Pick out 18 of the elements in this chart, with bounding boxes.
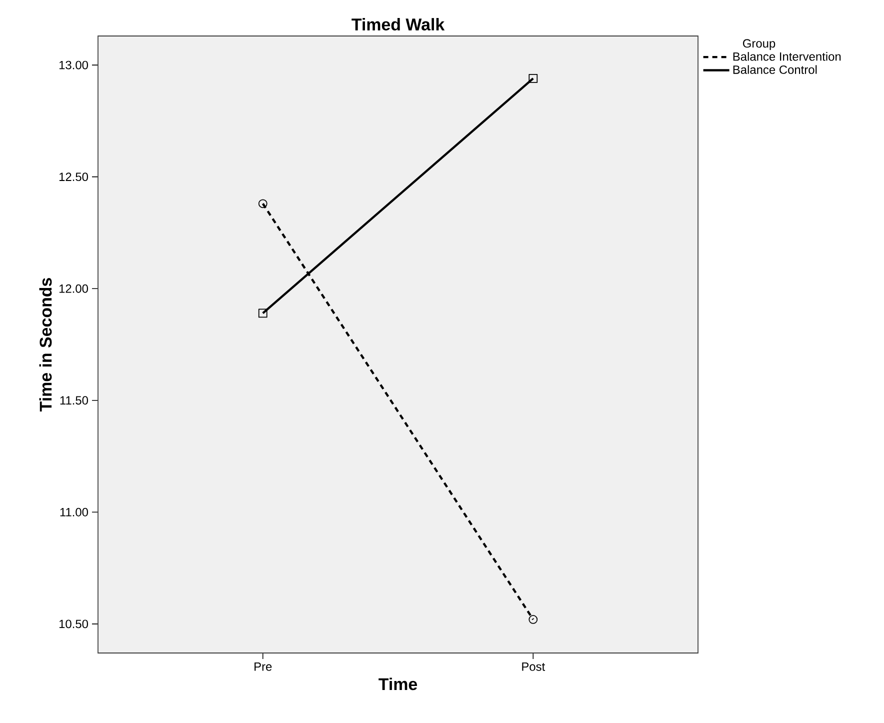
legend-label: Balance Control bbox=[733, 65, 817, 74]
point bbox=[258, 308, 268, 318]
y-axis-title: Time in Seconds bbox=[39, 278, 52, 412]
legend-title: Group bbox=[742, 39, 776, 50]
y-tick-label: 12.50 bbox=[59, 172, 88, 182]
legend-label: Balance Intervention bbox=[733, 52, 841, 61]
x-tick-label: Post bbox=[522, 662, 546, 671]
point bbox=[258, 199, 268, 208]
y-tick-label: 13.00 bbox=[59, 60, 88, 70]
y-tick-label: 10.50 bbox=[59, 620, 88, 628]
x-axis-title: Time bbox=[378, 678, 418, 690]
x-tick-label: Pre bbox=[254, 662, 272, 671]
y-tick-label: 12.00 bbox=[59, 284, 88, 293]
chart-title: Timed Walk bbox=[352, 18, 445, 30]
point bbox=[528, 74, 538, 83]
point bbox=[528, 615, 538, 624]
y-tick-label: 11.50 bbox=[60, 396, 88, 405]
y-tick-label: 11.00 bbox=[60, 508, 88, 516]
